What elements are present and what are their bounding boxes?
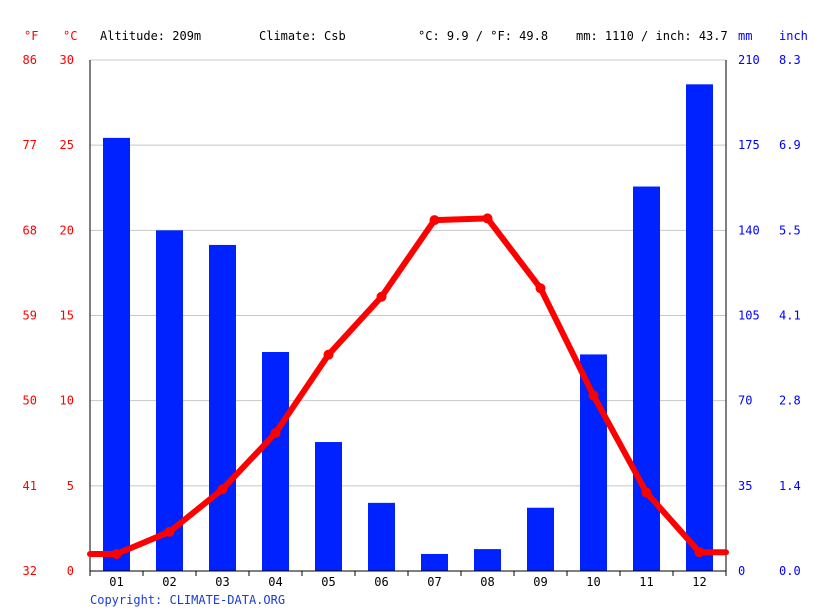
- y-tick-fahrenheit: 32: [23, 564, 37, 578]
- precipitation-bar: [686, 84, 713, 571]
- y-tick-mm: 175: [738, 138, 760, 152]
- x-tick-label: 09: [533, 575, 547, 589]
- x-tick-label: 05: [321, 575, 335, 589]
- axes: [89, 60, 727, 576]
- temperature-point: [429, 215, 440, 226]
- y-tick-inch: 8.3: [779, 53, 801, 67]
- altitude-label: Altitude: 209m: [100, 29, 201, 43]
- x-tick-label: 10: [586, 575, 600, 589]
- grid-lines: [90, 59, 726, 487]
- y-tick-mm: 210: [738, 53, 760, 67]
- temperature-point: [111, 548, 122, 559]
- unit-inch-label: inch: [779, 29, 808, 43]
- y-tick-inch: 1.4: [779, 479, 801, 493]
- y-tick-mm: 0: [738, 564, 745, 578]
- x-tick-label: 04: [268, 575, 282, 589]
- precipitation-bar: [209, 244, 236, 571]
- temperature-line: [87, 213, 729, 559]
- precipitation-bar: [262, 352, 289, 571]
- temperature-series-line: [87, 215, 729, 557]
- y-tick-celsius: 10: [60, 394, 74, 408]
- y-tick-fahrenheit: 41: [23, 479, 37, 493]
- y-tick-inch: 4.1: [779, 309, 801, 323]
- unit-fahrenheit-label: °F: [24, 29, 38, 43]
- y-tick-mm: 105: [738, 309, 760, 323]
- temperature-average-label: °C: 9.9 / °F: 49.8: [418, 29, 548, 43]
- tick-labels: 32 0 0 0.0 41 5 35 1.4 50 10 70 2.8 59 15 105 4.1 68 20 14…: [23, 53, 801, 589]
- x-tick-label: 03: [215, 575, 229, 589]
- temperature-point: [535, 283, 546, 294]
- y-tick-mm: 140: [738, 223, 760, 237]
- y-tick-inch: 6.9: [779, 138, 801, 152]
- copyright-link[interactable]: Copyright: CLIMATE-DATA.ORG: [90, 593, 285, 607]
- precipitation-bar: [103, 137, 130, 571]
- temperature-point: [376, 291, 387, 302]
- unit-celsius-label: °C: [63, 29, 77, 43]
- temperature-point: [694, 547, 705, 558]
- y-tick-celsius: 5: [67, 479, 74, 493]
- temperature-point: [217, 484, 228, 495]
- x-tick-label: 01: [109, 575, 123, 589]
- precipitation-bar: [580, 354, 607, 571]
- y-tick-fahrenheit: 86: [23, 53, 37, 67]
- y-tick-celsius: 30: [60, 53, 74, 67]
- x-tick-label: 12: [692, 575, 706, 589]
- y-tick-celsius: 0: [67, 564, 74, 578]
- climate-label: Climate: Csb: [259, 29, 346, 43]
- temperature-point: [482, 213, 493, 224]
- precipitation-bar: [633, 186, 660, 572]
- temperature-point: [641, 487, 652, 498]
- precipitation-bar: [156, 230, 183, 572]
- precipitation-bar: [315, 442, 342, 571]
- y-tick-mm: 70: [738, 394, 752, 408]
- temperature-point: [270, 428, 281, 439]
- precipitation-bar: [368, 502, 395, 571]
- temperature-point: [323, 349, 334, 360]
- y-tick-celsius: 15: [60, 309, 74, 323]
- precipitation-bar: [421, 553, 448, 571]
- x-tick-label: 02: [162, 575, 176, 589]
- y-tick-inch: 0.0: [779, 564, 801, 578]
- y-tick-fahrenheit: 50: [23, 394, 37, 408]
- precipitation-bar: [527, 507, 554, 571]
- temperature-point: [164, 526, 175, 537]
- y-tick-celsius: 20: [60, 223, 74, 237]
- x-tick-label: 08: [480, 575, 494, 589]
- y-tick-fahrenheit: 68: [23, 223, 37, 237]
- y-tick-inch: 2.8: [779, 394, 801, 408]
- temperature-point: [588, 390, 599, 401]
- unit-mm-label: mm: [738, 29, 752, 43]
- y-tick-celsius: 25: [60, 138, 74, 152]
- y-tick-fahrenheit: 77: [23, 138, 37, 152]
- y-tick-fahrenheit: 59: [23, 309, 37, 323]
- precipitation-bars: [103, 84, 713, 572]
- x-tick-label: 11: [639, 575, 653, 589]
- y-tick-mm: 35: [738, 479, 752, 493]
- x-tick-label: 07: [427, 575, 441, 589]
- y-tick-inch: 5.5: [779, 223, 801, 237]
- x-tick-label: 06: [374, 575, 388, 589]
- precipitation-total-label: mm: 1110 / inch: 43.7: [576, 29, 728, 43]
- precipitation-bar: [474, 549, 501, 571]
